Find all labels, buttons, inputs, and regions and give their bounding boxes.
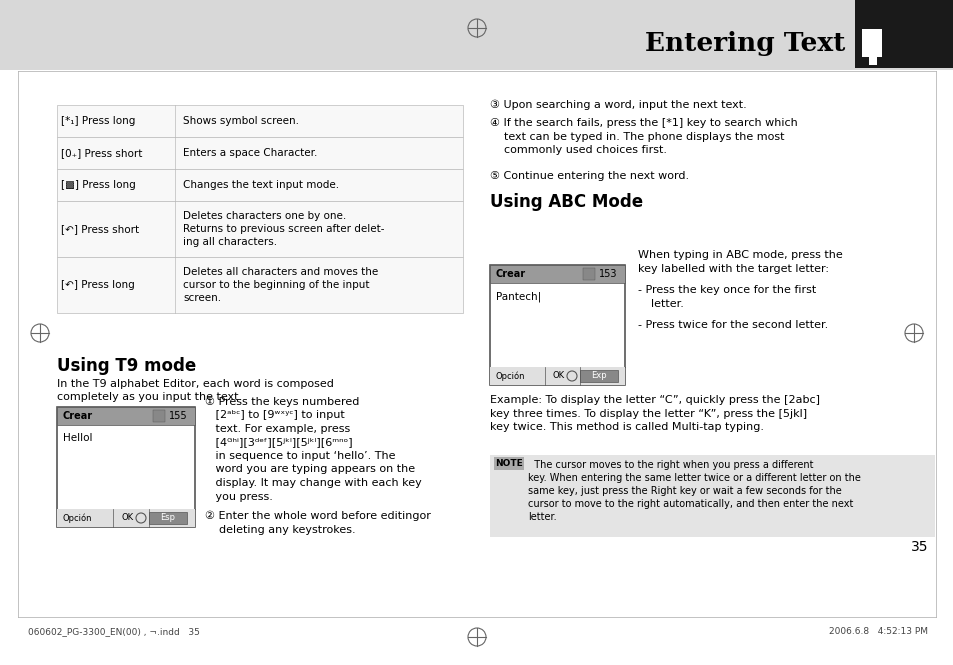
Bar bbox=[57, 509, 194, 527]
Text: OK: OK bbox=[122, 513, 134, 523]
Text: ② Enter the whole word before editingor
    deleting any keystrokes.: ② Enter the whole word before editingor … bbox=[205, 511, 431, 535]
Text: you press.: you press. bbox=[205, 491, 273, 501]
Text: ① Press the keys numbered: ① Press the keys numbered bbox=[205, 397, 359, 407]
Text: When typing in ABC mode, press the: When typing in ABC mode, press the bbox=[638, 250, 841, 260]
Text: - Press the key once for the first: - Press the key once for the first bbox=[638, 285, 816, 295]
Text: 35: 35 bbox=[909, 540, 927, 554]
Text: Using ABC Mode: Using ABC Mode bbox=[490, 193, 642, 211]
Text: Changes the text input mode.: Changes the text input mode. bbox=[183, 180, 338, 190]
Text: The cursor moves to the right when you press a different
key. When entering the : The cursor moves to the right when you p… bbox=[527, 460, 860, 522]
Text: 155: 155 bbox=[169, 411, 188, 421]
Text: Hellol: Hellol bbox=[63, 433, 92, 443]
Text: key labelled with the target letter:: key labelled with the target letter: bbox=[638, 264, 828, 274]
Text: 153: 153 bbox=[598, 269, 617, 279]
Bar bbox=[494, 457, 523, 470]
Text: in sequence to input ‘hello’. The: in sequence to input ‘hello’. The bbox=[205, 451, 395, 461]
Text: Deletes all characters and moves the: Deletes all characters and moves the bbox=[183, 267, 377, 277]
Text: [4ᴳʰⁱ][3ᵈᵉᶠ][5ʲᵏˡ][5ʲᵏˡ][6ᵐⁿᵒ]: [4ᴳʰⁱ][3ᵈᵉᶠ][5ʲᵏˡ][5ʲᵏˡ][6ᵐⁿᵒ] bbox=[205, 438, 353, 448]
Text: Using T9 mode: Using T9 mode bbox=[57, 357, 196, 375]
Text: Opción: Opción bbox=[496, 371, 525, 381]
Bar bbox=[579, 370, 618, 382]
Text: [*₁] Press long: [*₁] Press long bbox=[61, 116, 135, 126]
Bar bbox=[57, 105, 462, 137]
Text: 2006.6.8   4:52:13 PM: 2006.6.8 4:52:13 PM bbox=[828, 628, 927, 636]
Bar bbox=[57, 169, 462, 201]
Text: Esp: Esp bbox=[160, 513, 175, 523]
Bar bbox=[57, 257, 462, 313]
Text: ③ Upon searching a word, input the next text.: ③ Upon searching a word, input the next … bbox=[490, 100, 746, 110]
Text: - Press twice for the second letter.: - Press twice for the second letter. bbox=[638, 320, 827, 330]
Bar bbox=[152, 410, 165, 422]
Text: Entering Text: Entering Text bbox=[644, 31, 844, 57]
Text: [↶] Press long: [↶] Press long bbox=[61, 280, 134, 290]
Text: ing all characters.: ing all characters. bbox=[183, 237, 276, 247]
Bar bbox=[57, 407, 194, 425]
Bar bbox=[582, 268, 595, 280]
Bar bbox=[862, 29, 882, 57]
Text: Deletes characters one by one.: Deletes characters one by one. bbox=[183, 211, 346, 221]
Text: word you are typing appears on the: word you are typing appears on the bbox=[205, 464, 415, 475]
Text: 060602_PG-3300_EN(00) , ¬.indd   35: 060602_PG-3300_EN(00) , ¬.indd 35 bbox=[28, 628, 200, 636]
Text: Exp: Exp bbox=[591, 372, 606, 380]
Text: Opción: Opción bbox=[63, 513, 92, 523]
Bar bbox=[149, 512, 187, 524]
Bar bbox=[0, 0, 953, 70]
Bar bbox=[868, 57, 876, 65]
Bar bbox=[57, 137, 462, 169]
Bar bbox=[57, 201, 462, 257]
Bar bbox=[490, 265, 624, 385]
Bar bbox=[490, 455, 934, 537]
Bar bbox=[490, 265, 624, 283]
Text: [▩] Press long: [▩] Press long bbox=[61, 180, 135, 190]
Text: cursor to the beginning of the input: cursor to the beginning of the input bbox=[183, 280, 369, 290]
Text: Pantech|: Pantech| bbox=[496, 291, 540, 301]
Text: ⑤ Continue entering the next word.: ⑤ Continue entering the next word. bbox=[490, 171, 688, 181]
Text: Crear: Crear bbox=[63, 411, 93, 421]
Text: text. For example, press: text. For example, press bbox=[205, 424, 350, 434]
Text: Crear: Crear bbox=[496, 269, 525, 279]
Text: Enters a space Character.: Enters a space Character. bbox=[183, 148, 317, 158]
Text: Example: To display the letter “C”, quickly press the [2abc]
key three times. To: Example: To display the letter “C”, quic… bbox=[490, 395, 820, 432]
Text: NOTE: NOTE bbox=[495, 458, 522, 467]
Text: [↶] Press short: [↶] Press short bbox=[61, 224, 139, 234]
Text: ④ If the search fails, press the [*1] key to search which
    text can be typed : ④ If the search fails, press the [*1] ke… bbox=[490, 118, 797, 155]
Bar bbox=[490, 367, 624, 385]
Bar bbox=[854, 0, 953, 68]
Text: [2ᵃᵇᶜ] to [9ʷˣʸᶜ] to input: [2ᵃᵇᶜ] to [9ʷˣʸᶜ] to input bbox=[205, 410, 344, 420]
Text: OK: OK bbox=[553, 372, 564, 380]
Text: screen.: screen. bbox=[183, 293, 221, 303]
Text: display. It may change with each key: display. It may change with each key bbox=[205, 478, 421, 488]
Text: Returns to previous screen after delet-: Returns to previous screen after delet- bbox=[183, 224, 384, 234]
Bar bbox=[57, 407, 194, 527]
Text: [0₊] Press short: [0₊] Press short bbox=[61, 148, 142, 158]
Text: Shows symbol screen.: Shows symbol screen. bbox=[183, 116, 298, 126]
Text: In the T9 alphabet Editor, each word is composed
completely as you input the tex: In the T9 alphabet Editor, each word is … bbox=[57, 379, 334, 402]
Text: letter.: letter. bbox=[643, 299, 683, 309]
